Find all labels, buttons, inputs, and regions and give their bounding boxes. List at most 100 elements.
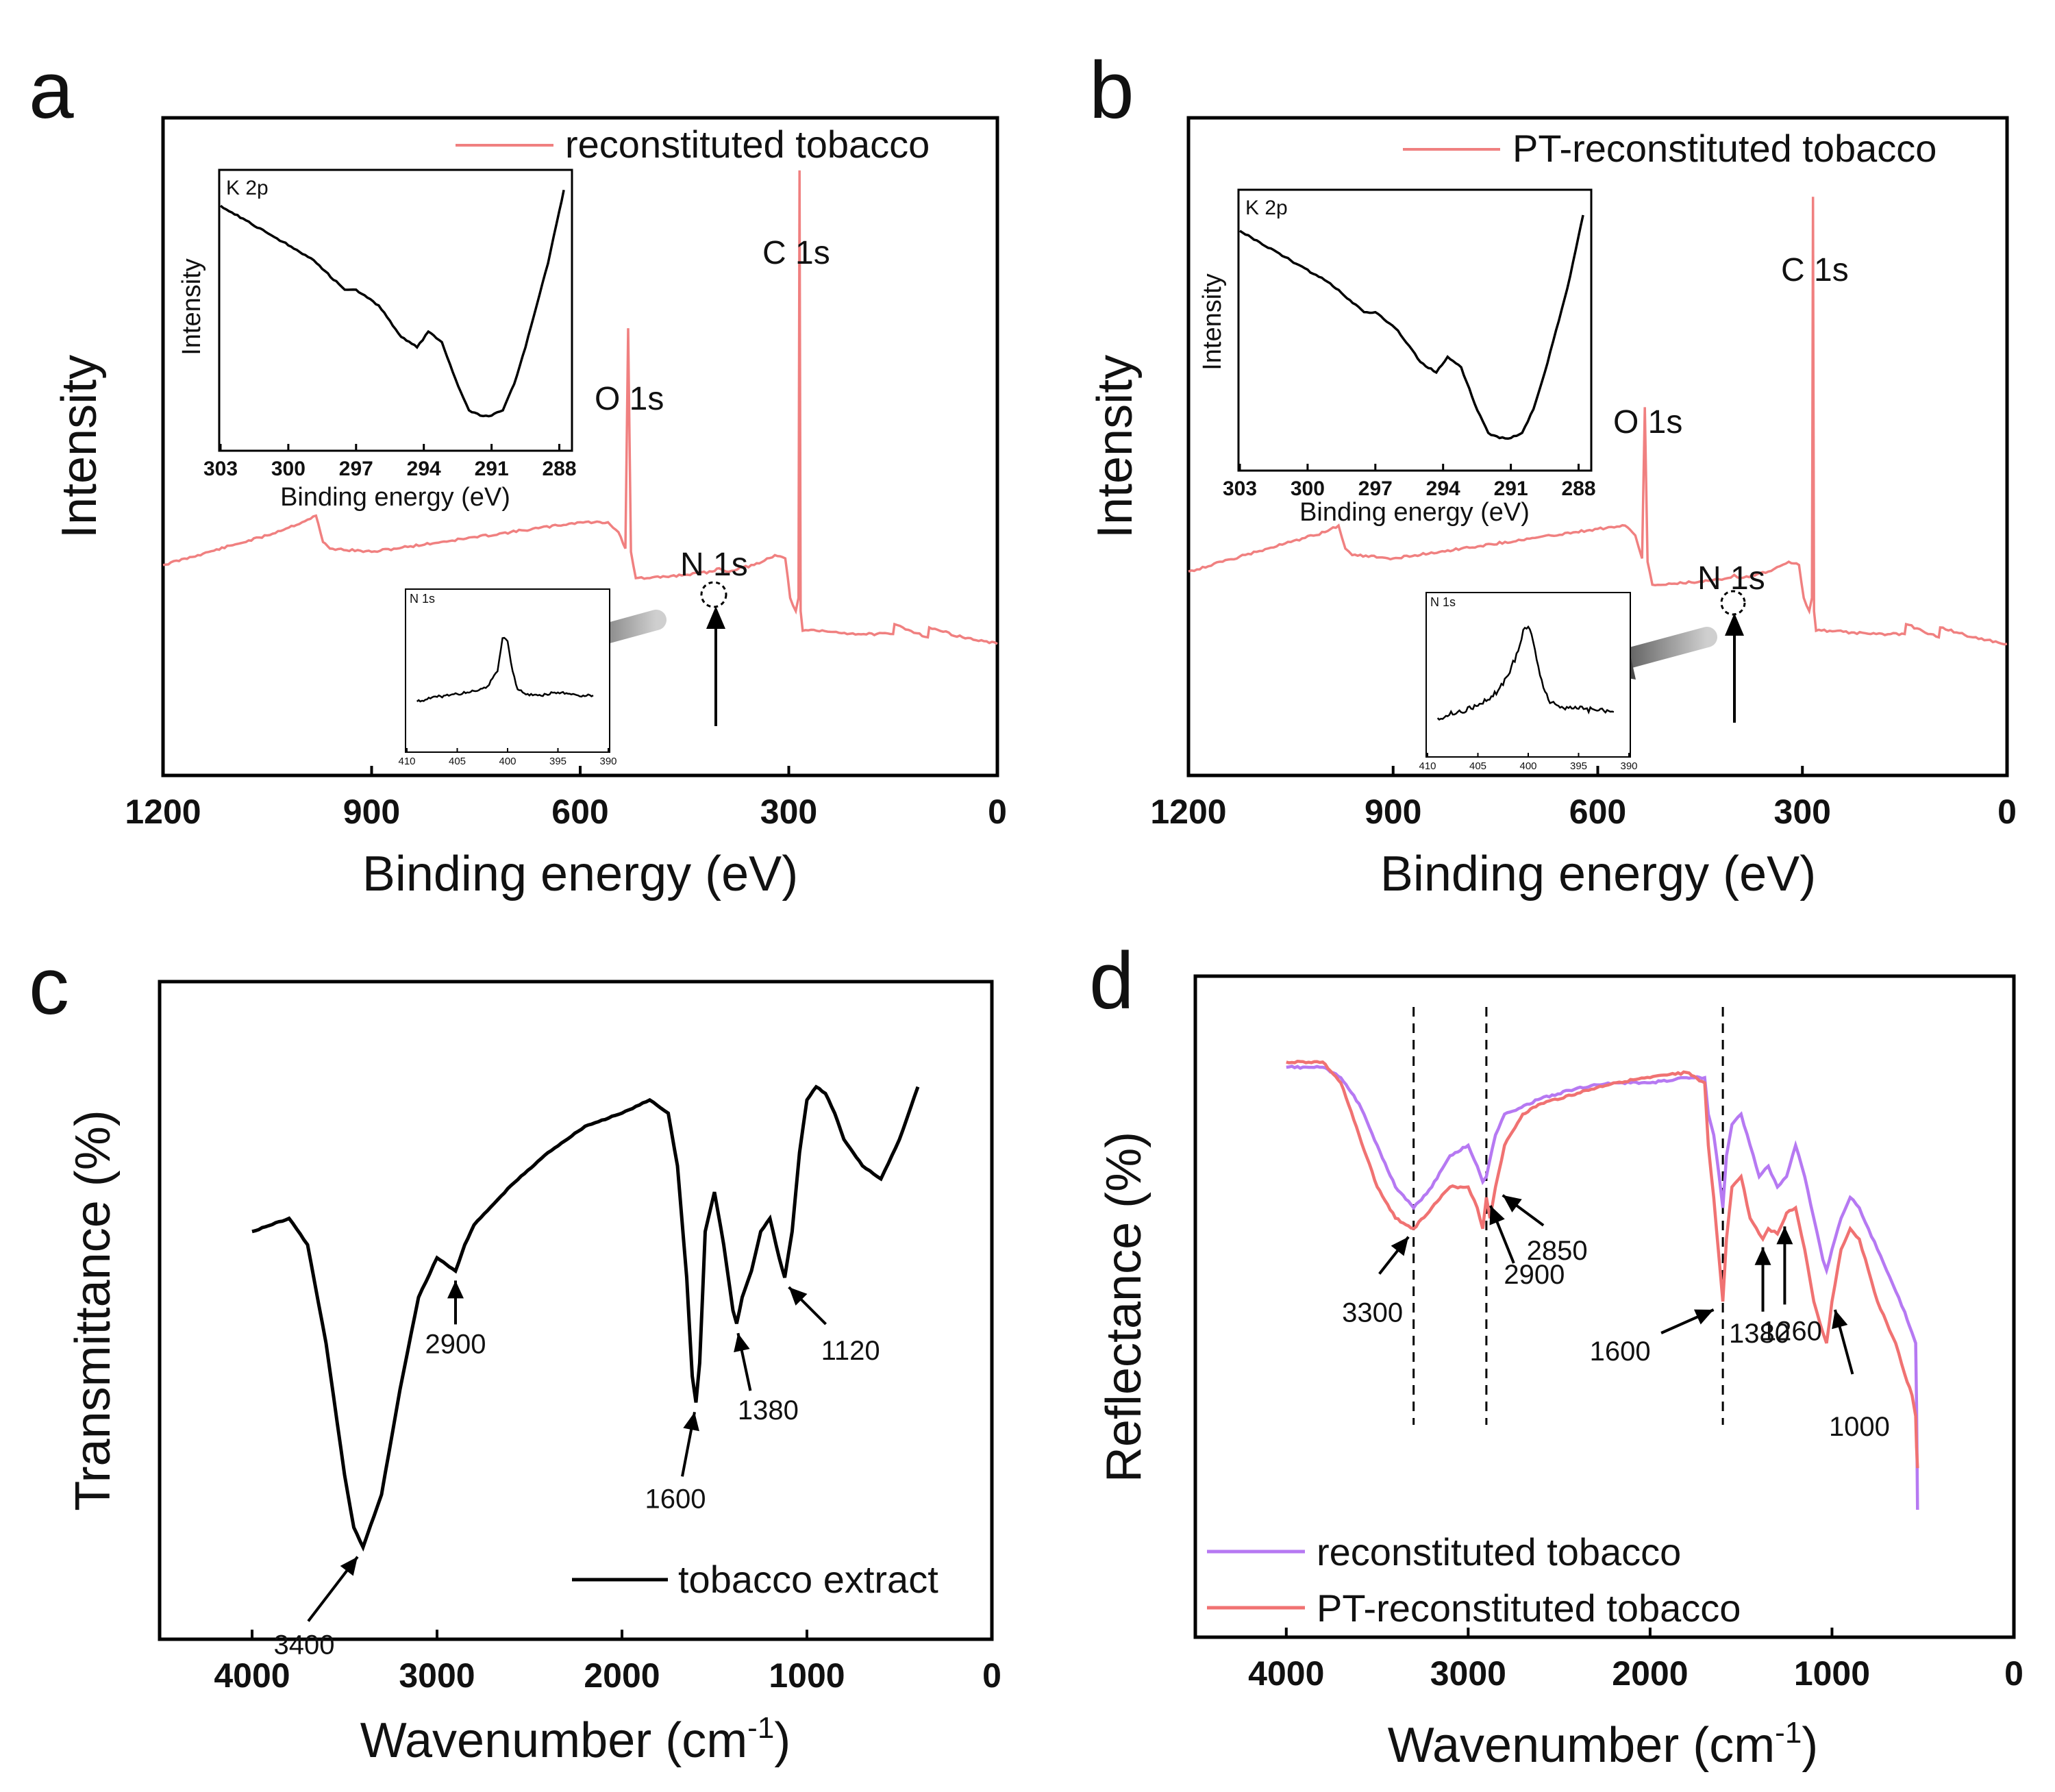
a-x-tick-label-0: 1200 [125, 793, 201, 831]
a-n1s-tick-label-4: 390 [599, 756, 616, 767]
a-n1s-tick-label-2: 400 [499, 756, 516, 767]
c-x-tick-label-2: 2000 [584, 1656, 660, 1695]
panel-d-x-ticks: 4000 3000 2000 1000 0 [1248, 1628, 2023, 1693]
d-ann-label-4: 1380 [1729, 1319, 1790, 1349]
panel-b: b 1200 900 600 300 0 Intensity Binding energ… [1088, 45, 2017, 901]
panel-a-peak-label-n1s: N 1s [680, 547, 748, 583]
panel-a-series-line [162, 170, 998, 645]
panel-a-k2p-inset: K 2p 303 300 297 294 291 288 Binding energy (… [177, 169, 577, 512]
d-ann-label-2: 2850 [1527, 1236, 1588, 1266]
panel-d-xlabel-sup: -1 [1775, 1716, 1802, 1750]
c-x-tick-label-4: 0 [982, 1656, 1001, 1695]
a-n1s-tick-label-0: 410 [398, 756, 415, 767]
panel-b-k2p-inset: K 2p 303 300 297 294 291 288 Binding energy (… [1198, 188, 1596, 527]
panel-a-x-ticks: 1200 900 600 300 0 [125, 766, 1007, 831]
c-ann-label-0: 3400 [274, 1630, 335, 1660]
panel-b-peak-label-o1s: O 1s [1613, 404, 1682, 440]
panel-a-n1s-inset-frame [405, 588, 610, 753]
panel-a-k2p-inset-line [219, 189, 565, 418]
panel-a-n1s-inset-line [416, 636, 594, 703]
panel-c-xlabel-close: ) [774, 1713, 790, 1768]
panel-b-n1s-inset-frame [1425, 592, 1631, 758]
panel-b-k2p-inset-title: K 2p [1245, 197, 1288, 219]
panel-a-peak-label-c1s: C 1s [762, 235, 830, 271]
c-ann-arrow-1-head [447, 1280, 464, 1299]
panel-c-axes-frame [158, 980, 994, 1641]
panel-d-series-line-pt-reconstituted [1286, 1060, 1919, 1469]
d-x-tick-label-1: 3000 [1430, 1654, 1506, 1693]
panel-b-legend-label: PT-reconstituted tobacco [1512, 127, 1936, 170]
a-x-tick-label-3: 300 [760, 793, 817, 831]
d-x-tick-label-3: 1000 [1794, 1654, 1870, 1693]
c-ann-arrow-2-head [683, 1412, 699, 1432]
panel-c-x-ticks: 4000 3000 2000 1000 0 [214, 1630, 1001, 1695]
a-k2p-tick-label-3: 294 [407, 458, 441, 480]
panel-d-xlabel-main: Wavenumber (cm [1388, 1718, 1775, 1773]
c-ann-arrow-0-head [340, 1556, 358, 1576]
panel-d-ylabel: Reflectance (%) [1097, 1132, 1151, 1482]
c-ann-label-3: 1380 [738, 1395, 799, 1426]
panel-b-gray-arrow-shaft [1608, 627, 1717, 671]
panel-a-k2p-inset-ticks: 303 300 297 294 291 288 [203, 444, 577, 480]
d-ann-arrow-2-head [1502, 1195, 1522, 1212]
d-ann-arrow-4-head [1754, 1247, 1771, 1265]
panel-a-peak-label-o1s: O 1s [595, 381, 664, 417]
d-ann-label-3: 1600 [1590, 1336, 1651, 1367]
panel-d-series-line-reconstituted [1286, 1065, 1919, 1510]
panel-a-k2p-inset-xlabel: Binding energy (eV) [280, 483, 510, 512]
panel-b-k2p-inset-xlabel: Binding energy (eV) [1299, 498, 1530, 527]
panel-c-xlabel: Wavenumber (cm-1) [360, 1711, 791, 1768]
c-ann-arrow-4-head [788, 1287, 808, 1306]
b-n1s-tick-label-0: 410 [1419, 760, 1436, 772]
panel-d: d 4000 3000 2000 1000 0 Reflectance (%) Wave… [1089, 936, 2023, 1773]
panel-a-k2p-inset-ylabel: Intensity [177, 258, 206, 356]
panel-b-k2p-inset-line [1239, 214, 1584, 440]
a-x-tick-label-1: 900 [343, 793, 400, 831]
b-n1s-tick-label-3: 395 [1570, 760, 1587, 772]
a-k2p-tick-label-1: 300 [271, 458, 306, 480]
b-n1s-tick-label-2: 400 [1519, 760, 1536, 772]
b-x-tick-label-2: 600 [1569, 793, 1626, 831]
panel-b-n1s-inset-ticks: 410 405 400 395 390 [1419, 753, 1638, 772]
panel-b-xlabel: Binding energy (eV) [1380, 847, 1816, 901]
d-ann-arrow-6-head [1832, 1310, 1848, 1330]
b-k2p-tick-label-2: 297 [1358, 477, 1393, 500]
d-ann-arrow-3-head [1693, 1309, 1714, 1325]
a-k2p-tick-label-5: 288 [542, 458, 576, 480]
b-n1s-tick-label-1: 405 [1469, 760, 1486, 772]
panel-c: c 4000 3000 2000 1000 0 Transmittance (%) Wa… [29, 941, 1001, 1768]
panel-a-n1s-pointer-head [706, 606, 725, 629]
c-x-tick-label-3: 1000 [769, 1656, 845, 1695]
a-x-tick-label-4: 0 [988, 793, 1007, 831]
panel-c-xlabel-sup: -1 [747, 1711, 774, 1745]
c-ann-arrow-3-head [734, 1333, 750, 1353]
b-x-tick-label-4: 0 [1997, 793, 2017, 831]
panel-c-xlabel-main: Wavenumber (cm [360, 1713, 747, 1768]
panel-label-a: a [29, 45, 74, 136]
d-ann-arrow-5-head [1776, 1226, 1793, 1245]
a-n1s-tick-label-1: 405 [449, 756, 466, 767]
panel-label-b: b [1089, 45, 1134, 136]
c-ann-label-4: 1120 [821, 1336, 880, 1366]
a-k2p-tick-label-2: 297 [339, 458, 373, 480]
b-x-tick-label-1: 900 [1365, 793, 1421, 831]
b-k2p-tick-label-5: 288 [1561, 477, 1595, 500]
panel-a: a 1200 900 600 300 0 Intensity Binding energ… [29, 45, 1007, 901]
b-k2p-tick-label-4: 291 [1494, 477, 1528, 500]
panel-b-k2p-inset-ticks: 303 300 297 294 291 288 [1223, 464, 1596, 500]
panel-a-n1s-marker-circle [700, 581, 727, 608]
panel-b-n1s-inset-line [1436, 625, 1615, 721]
panel-d-dashed-lines [1412, 1007, 1724, 1425]
b-n1s-tick-label-4: 390 [1620, 760, 1637, 772]
d-ann-arrow-1-head [1489, 1206, 1505, 1225]
c-x-tick-label-1: 3000 [399, 1656, 475, 1695]
d-ann-label-1: 2900 [1504, 1260, 1565, 1290]
panel-b-ylabel: Intensity [1088, 355, 1143, 538]
b-k2p-tick-label-1: 300 [1291, 477, 1325, 500]
b-x-tick-label-0: 1200 [1150, 793, 1226, 831]
d-x-tick-label-0: 4000 [1248, 1654, 1324, 1693]
panel-d-xlabel: Wavenumber (cm-1) [1388, 1716, 1819, 1773]
panel-d-legend-label-pt-reconstituted: PT-reconstituted tobacco [1317, 1586, 1741, 1630]
